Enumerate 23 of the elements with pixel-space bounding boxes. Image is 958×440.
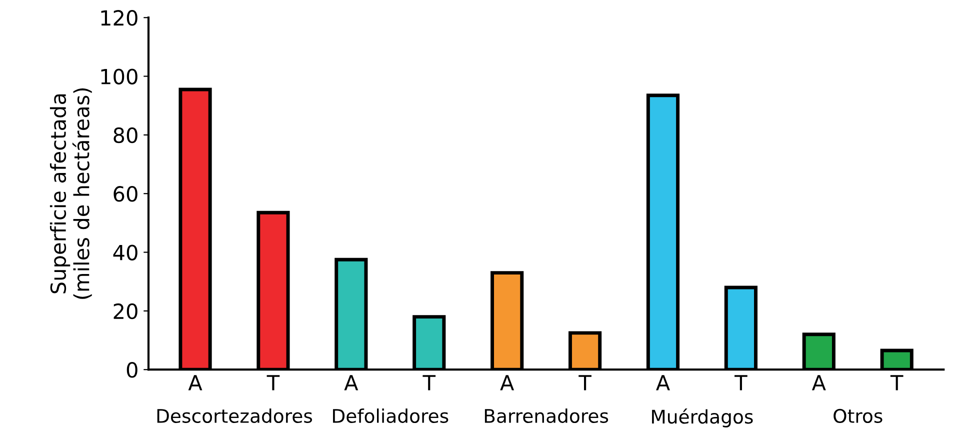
y-tick-label: 80 [114, 127, 138, 144]
x-tick-label: A [344, 375, 358, 390]
x-tick-label: A [188, 375, 202, 390]
x-tick-label: A [812, 375, 826, 390]
x-tick-label: T [578, 375, 592, 390]
y-tick-label: 20 [114, 303, 138, 320]
y-tick-label: 60 [114, 186, 138, 202]
y-tick-label: 0 [126, 362, 138, 378]
y-tick-label: 120 [101, 10, 138, 26]
x-tick-label: A [656, 375, 670, 390]
text: Muérdagos [652, 408, 753, 428]
x-tick-label: T [422, 375, 436, 390]
text: Otros [834, 408, 882, 424]
text: Descortezadores [157, 408, 312, 424]
x-tick-label: T [266, 375, 280, 390]
x-tick-label: A [500, 375, 514, 390]
y-tick-label: 40 [113, 244, 138, 260]
text: Defoliadores [333, 408, 448, 424]
y-axis-title: Superficie afectada (miles de hectáreas) [50, 88, 92, 299]
text: Barrenadores [484, 408, 608, 424]
x-tick-label: T [734, 375, 748, 390]
y-tick-label: 100 [101, 68, 138, 84]
x-tick-label: T [890, 375, 904, 390]
